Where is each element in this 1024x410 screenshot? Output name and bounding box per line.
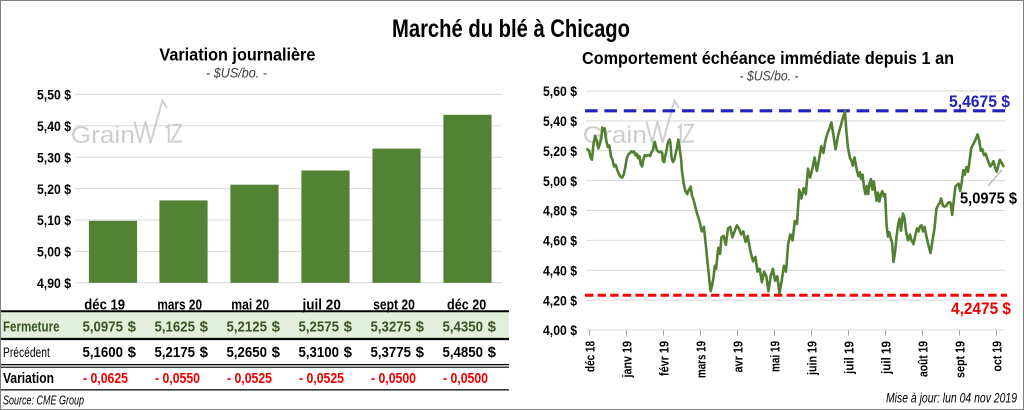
svg-text:déc 19: déc 19 [84, 296, 125, 313]
svg-text:5,10 $: 5,10 $ [37, 212, 71, 228]
svg-text:5,2175: 5,2175 [155, 344, 196, 361]
svg-text:- 0,0500: - 0,0500 [443, 370, 488, 387]
svg-text:$: $ [200, 344, 209, 361]
svg-text:sept 19: sept 19 [952, 341, 967, 378]
svg-text:Marché du blé à Chicago: Marché du blé à Chicago [392, 15, 630, 43]
svg-text:Précédent: Précédent [3, 345, 50, 360]
svg-text:$: $ [272, 344, 281, 361]
svg-text:- 0,0550: - 0,0550 [155, 370, 200, 387]
svg-text:5,1600: 5,1600 [83, 344, 124, 361]
svg-text:4,80 $: 4,80 $ [543, 203, 577, 219]
svg-text:4,00 $: 4,00 $ [543, 322, 577, 338]
svg-text:mars 20: mars 20 [157, 296, 202, 313]
svg-text:- 0,0525: - 0,0525 [299, 370, 344, 387]
svg-text:mai 19: mai 19 [767, 341, 782, 372]
svg-text:Variation journalière: Variation journalière [159, 45, 315, 65]
svg-text:5,00 $: 5,00 $ [37, 244, 71, 260]
svg-text:mars 19: mars 19 [693, 341, 708, 378]
svg-text:4,20 $: 4,20 $ [543, 292, 577, 308]
svg-text:$: $ [488, 344, 497, 361]
svg-text:5,3775: 5,3775 [371, 344, 412, 361]
svg-text:$: $ [128, 344, 137, 361]
svg-text:juil 19: juil 19 [878, 341, 893, 375]
svg-text:Comportement échéance immédiat: Comportement échéance immédiate depuis 1… [582, 48, 954, 68]
svg-text:- 0,0625: - 0,0625 [83, 370, 128, 387]
svg-text:4,2475 $: 4,2475 $ [951, 300, 1011, 318]
svg-text:5,3275: 5,3275 [371, 318, 412, 335]
svg-text:- $US/bo. -: - $US/bo. - [740, 68, 799, 84]
svg-text:4,40 $: 4,40 $ [543, 262, 577, 278]
svg-text:5,2575: 5,2575 [299, 318, 340, 335]
svg-text:Grain: Grain [71, 122, 135, 149]
svg-text:juil 20: juil 20 [302, 296, 341, 313]
svg-text:$: $ [344, 344, 353, 361]
svg-text:5,0975 $: 5,0975 $ [960, 191, 1017, 208]
svg-text:Mise à jour: lun 04 nov 2019: Mise à jour: lun 04 nov 2019 [886, 390, 1017, 406]
svg-text:sept 20: sept 20 [373, 296, 415, 313]
svg-text:$: $ [344, 318, 353, 335]
svg-text:5,40 $: 5,40 $ [543, 113, 577, 129]
svg-text:août 19: août 19 [915, 341, 930, 377]
svg-text:oct 19: oct 19 [989, 341, 1004, 372]
svg-text:5,20 $: 5,20 $ [543, 143, 577, 159]
svg-text:$: $ [272, 318, 281, 335]
svg-text:janv 19: janv 19 [619, 341, 634, 378]
svg-text:5,2650: 5,2650 [227, 344, 268, 361]
svg-text:4,90 $: 4,90 $ [37, 275, 71, 291]
svg-text:déc 18: déc 18 [582, 341, 597, 372]
svg-text:5,60 $: 5,60 $ [543, 83, 577, 99]
svg-text:5,20 $: 5,20 $ [37, 181, 71, 197]
svg-text:5,00 $: 5,00 $ [543, 173, 577, 189]
svg-text:5,50 $: 5,50 $ [37, 87, 71, 103]
svg-text:$: $ [416, 344, 425, 361]
svg-text:- 0,0525: - 0,0525 [227, 370, 272, 387]
svg-text:5,0975: 5,0975 [83, 318, 124, 335]
svg-text:- $US/bo. -: - $US/bo. - [206, 65, 267, 81]
svg-text:5,1625: 5,1625 [155, 318, 196, 335]
svg-text:5,30 $: 5,30 $ [37, 149, 71, 165]
svg-text:avr 19: avr 19 [730, 341, 745, 373]
svg-text:$: $ [128, 318, 137, 335]
svg-text:juin 19: juin 19 [804, 341, 819, 376]
svg-text:$: $ [200, 318, 209, 335]
svg-text:Variation: Variation [3, 370, 54, 387]
svg-text:déc 20: déc 20 [447, 296, 486, 313]
svg-text:4,60 $: 4,60 $ [543, 233, 577, 249]
svg-text:5,3100: 5,3100 [299, 344, 340, 361]
svg-text:5,2125: 5,2125 [227, 318, 268, 335]
svg-text:Source: CME Group: Source: CME Group [3, 394, 84, 408]
svg-text:5,4850: 5,4850 [443, 344, 484, 361]
svg-text:$: $ [488, 318, 497, 335]
svg-text:Fermeture: Fermeture [3, 318, 60, 335]
svg-text:févr 19: févr 19 [656, 341, 671, 376]
svg-text:5,4675 $: 5,4675 $ [949, 93, 1010, 111]
svg-text:juil 19: juil 19 [841, 341, 856, 375]
svg-text:- 0,0500: - 0,0500 [371, 370, 416, 387]
svg-text:5,4350: 5,4350 [443, 318, 484, 335]
svg-text:5,40 $: 5,40 $ [37, 118, 71, 134]
svg-text:$: $ [416, 318, 425, 335]
svg-text:mai 20: mai 20 [231, 296, 269, 313]
